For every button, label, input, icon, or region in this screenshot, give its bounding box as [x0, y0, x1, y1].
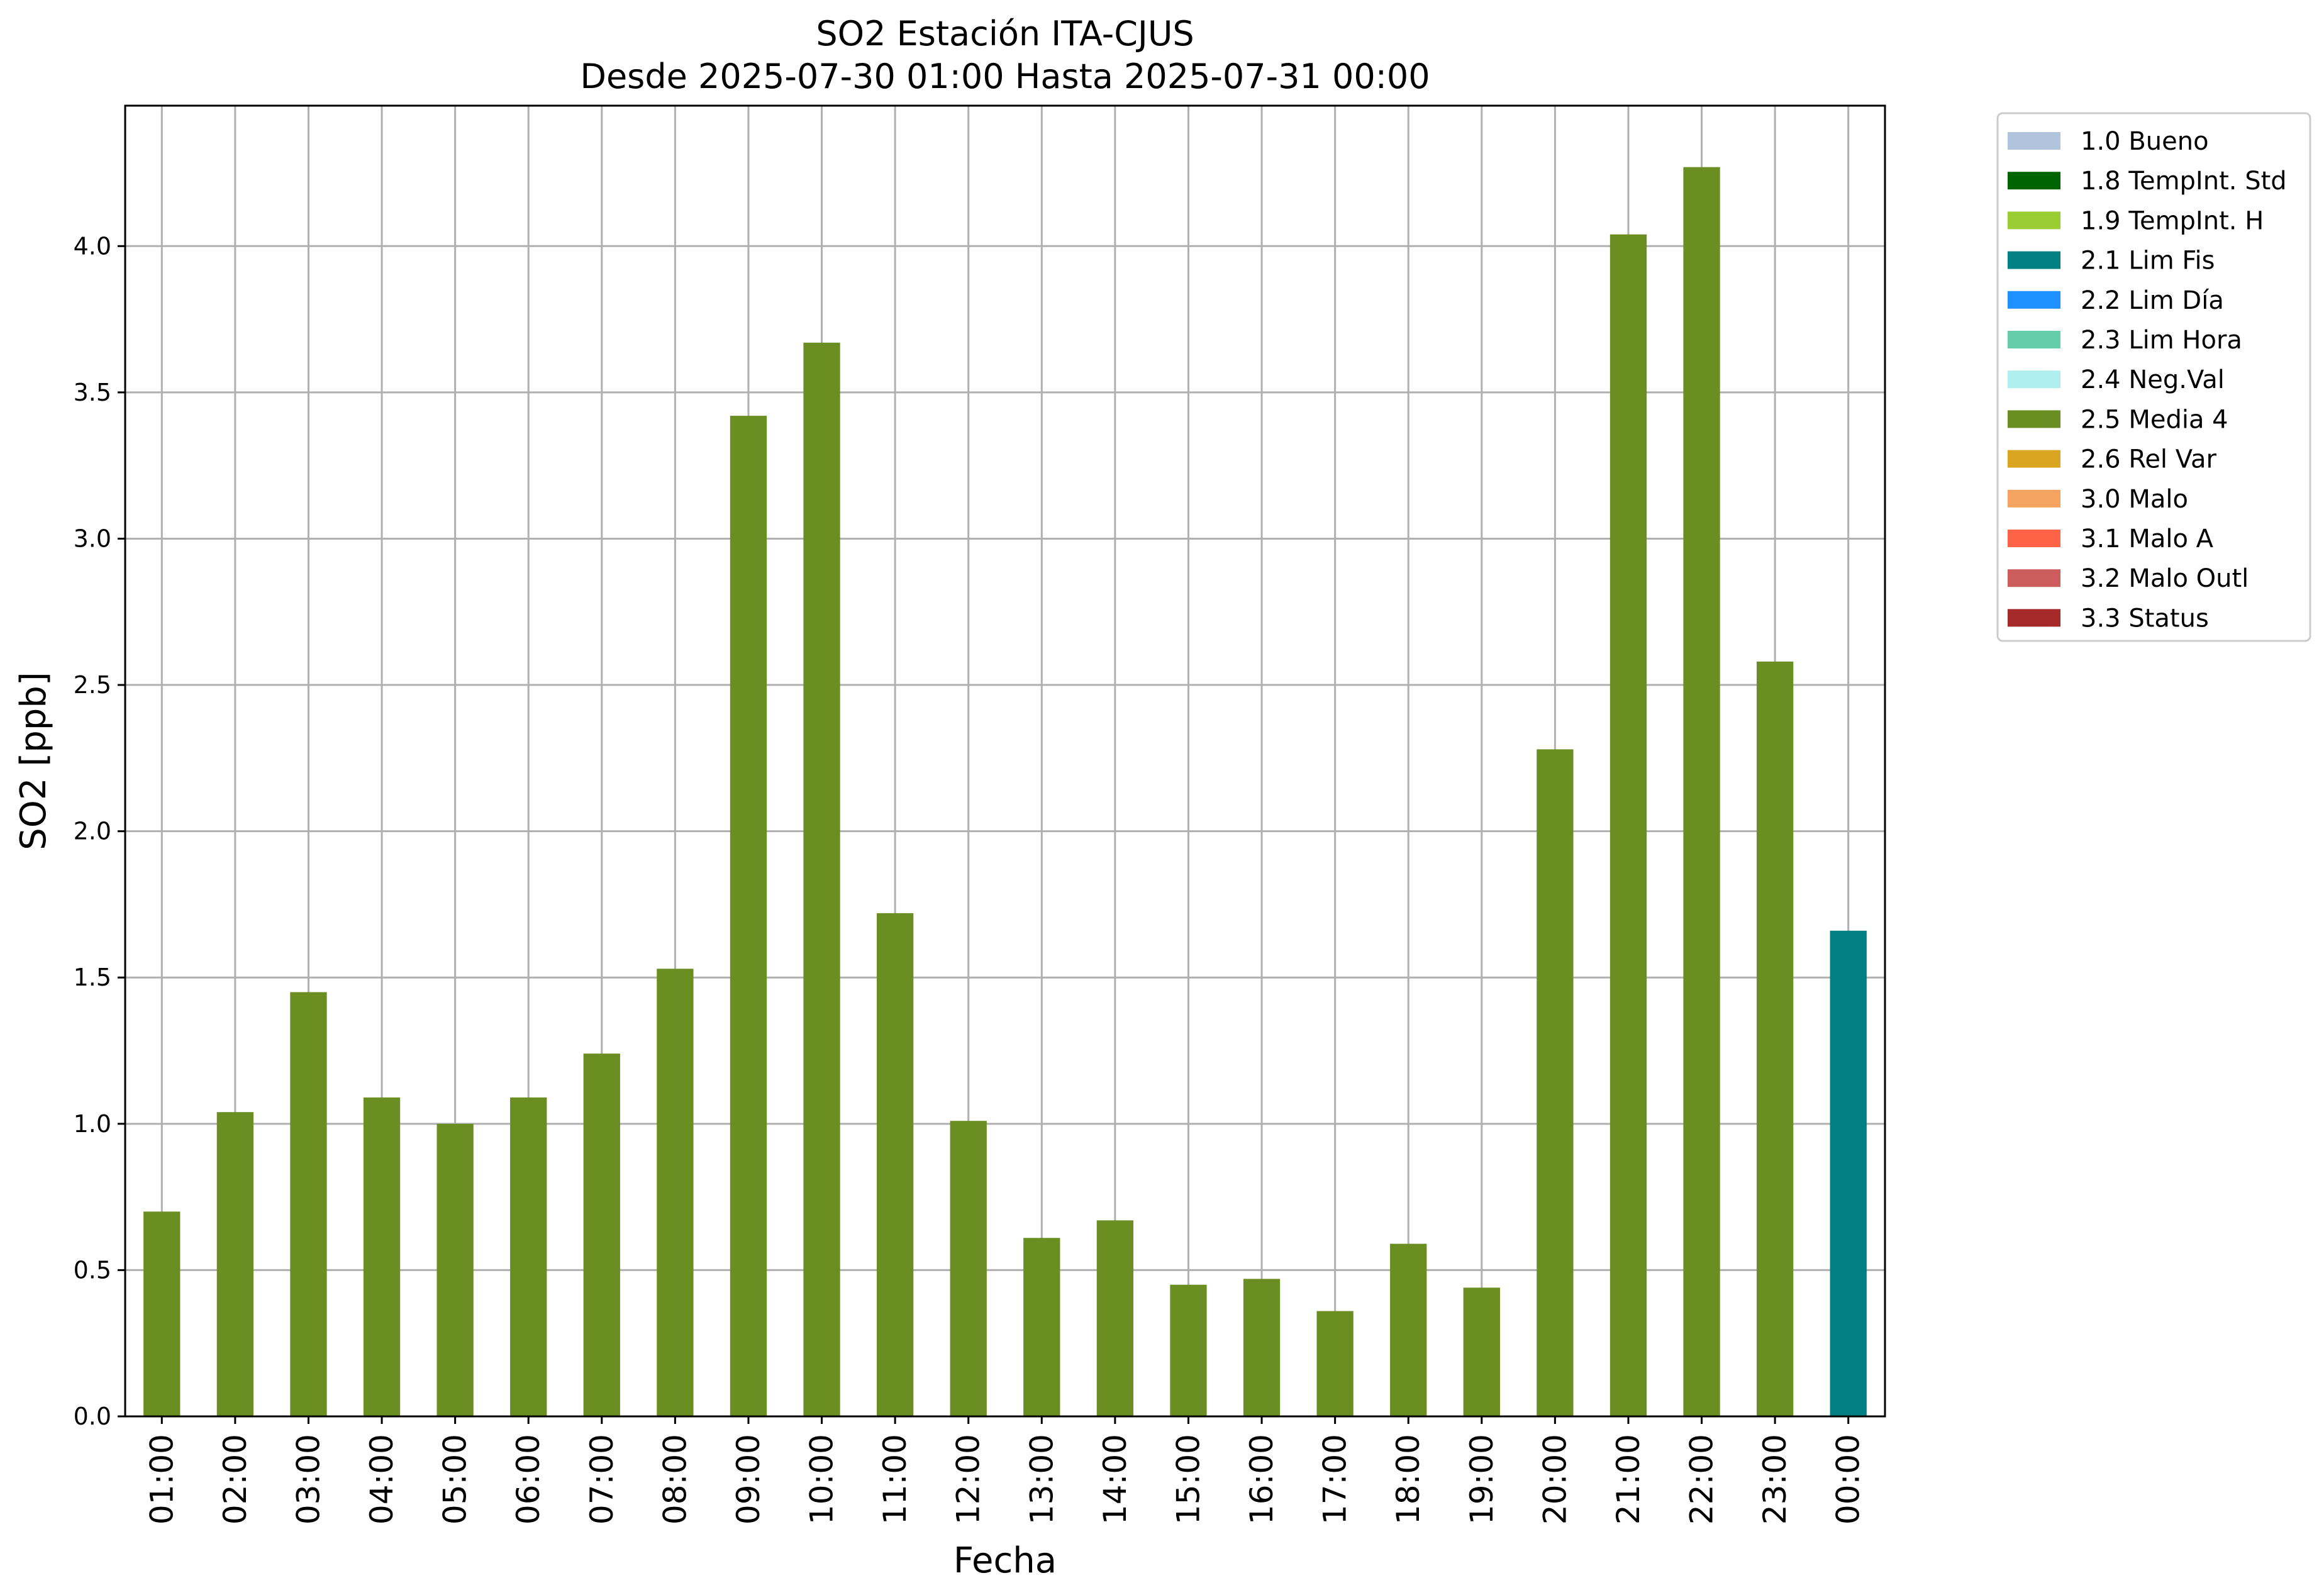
- bar-0100: [143, 1211, 181, 1416]
- bar-0400: [363, 1097, 401, 1416]
- legend-label: 1.0 Bueno: [2081, 127, 2209, 156]
- x-tick-label: 00:00: [1830, 1434, 1867, 1525]
- x-tick-label: 01:00: [143, 1434, 180, 1525]
- legend-swatch: [2008, 410, 2060, 428]
- legend-swatch: [2008, 609, 2060, 627]
- y-tick-label: 2.0: [74, 818, 111, 845]
- legend-label: 2.2 Lim Día: [2081, 286, 2224, 315]
- y-tick-label: 0.0: [74, 1403, 111, 1430]
- legend-label: 3.2 Malo Outl: [2081, 564, 2249, 593]
- x-tick-label: 07:00: [584, 1434, 620, 1525]
- bar-0900: [730, 416, 767, 1416]
- bar-1200: [950, 1121, 987, 1416]
- bars: [143, 167, 1867, 1416]
- legend-label: 2.3 Lim Hora: [2081, 326, 2242, 355]
- bar-1800: [1390, 1243, 1427, 1416]
- bar-0500: [436, 1123, 474, 1416]
- x-tick-label: 04:00: [364, 1434, 400, 1525]
- x-tick-label: 16:00: [1243, 1434, 1280, 1525]
- x-tick-label: 22:00: [1684, 1434, 1720, 1525]
- x-tick-label: 23:00: [1757, 1434, 1793, 1525]
- x-tick-label: 11:00: [877, 1434, 913, 1525]
- x-tick-label: 10:00: [804, 1434, 840, 1525]
- x-tick-label: 14:00: [1097, 1434, 1133, 1525]
- legend-swatch: [2008, 172, 2060, 190]
- legend-swatch: [2008, 450, 2060, 468]
- legend-swatch: [2008, 530, 2060, 547]
- legend-label: 1.8 TempInt. Std: [2081, 167, 2287, 196]
- x-tick-label: 13:00: [1023, 1434, 1060, 1525]
- bar-0300: [290, 992, 327, 1416]
- bar-2000: [1537, 749, 1574, 1416]
- y-tick-label: 2.5: [74, 671, 111, 699]
- legend-label: 2.5 Media 4: [2081, 405, 2228, 434]
- y-tick-label: 3.0: [74, 525, 111, 552]
- legend-label: 1.9 TempInt. H: [2081, 206, 2264, 235]
- x-tick-label: 09:00: [730, 1434, 767, 1525]
- legend-swatch: [2008, 489, 2060, 508]
- y-tick-label: 4.0: [74, 232, 111, 260]
- legend-label: 3.3 Status: [2081, 604, 2209, 633]
- x-tick-label: 03:00: [290, 1434, 326, 1525]
- y-tick-label: 0.5: [74, 1256, 111, 1284]
- legend-swatch: [2008, 211, 2060, 230]
- bar-2300: [1756, 661, 1794, 1416]
- bar-1400: [1096, 1220, 1134, 1416]
- bar-1000: [803, 342, 840, 1416]
- y-axis-label: SO2 [ppb]: [13, 672, 54, 850]
- legend-swatch: [2008, 370, 2060, 389]
- y-tick-label: 3.5: [74, 379, 111, 406]
- bar-0700: [583, 1053, 620, 1416]
- legend-label: 2.4 Neg.Val: [2081, 365, 2225, 394]
- legend-frame: [1996, 112, 2311, 642]
- bar-1100: [876, 913, 914, 1416]
- y-tick-label: 1.5: [74, 964, 111, 991]
- bar-1700: [1316, 1311, 1354, 1416]
- bar-0600: [510, 1097, 547, 1416]
- y-axis: 0.0 0.5 1.0 1.5 2.0 2.5 3.0 3.5 4.0: [74, 232, 125, 1430]
- bar-0800: [657, 969, 694, 1416]
- legend-swatch: [2008, 251, 2060, 269]
- legend-label: 3.0 Malo: [2081, 485, 2188, 514]
- x-tick-label: 12:00: [950, 1434, 987, 1525]
- legend-swatch: [2008, 331, 2060, 348]
- x-tick-label: 18:00: [1390, 1434, 1426, 1525]
- legend-label: 2.1 Lim Fis: [2081, 247, 2215, 275]
- legend-label: 2.6 Rel Var: [2081, 445, 2217, 474]
- chart-title: SO2 Estación ITA-CJUS: [816, 14, 1194, 53]
- legend-label: 3.1 Malo A: [2081, 525, 2214, 553]
- y-tick-label: 1.0: [74, 1110, 111, 1138]
- bar-0000: [1830, 930, 1867, 1416]
- legend-swatch: [2008, 291, 2060, 309]
- plot-frame: [124, 104, 1886, 1418]
- x-axis: 01:00 02:00 03:00 04:00 05:00 06:00 07:00 08:00…: [143, 1416, 1867, 1525]
- legend: 1.0 Bueno 1.8 TempInt. Std 1.9 TempInt. H 2…: [1996, 112, 2311, 642]
- legend-swatch: [2008, 132, 2060, 150]
- x-tick-label: 05:00: [437, 1434, 474, 1525]
- bar-2200: [1683, 167, 1720, 1416]
- x-tick-label: 19:00: [1464, 1434, 1500, 1525]
- x-axis-label: Fecha: [954, 1540, 1057, 1581]
- x-tick-label: 02:00: [217, 1434, 253, 1525]
- bar-1900: [1463, 1287, 1500, 1416]
- bar-1500: [1170, 1284, 1207, 1416]
- x-tick-label: 21:00: [1610, 1434, 1647, 1525]
- x-tick-label: 20:00: [1537, 1434, 1573, 1525]
- bar-1600: [1243, 1279, 1281, 1416]
- x-tick-label: 08:00: [657, 1434, 693, 1525]
- x-tick-label: 06:00: [510, 1434, 547, 1525]
- bar-2100: [1610, 234, 1647, 1416]
- chart-subtitle: Desde 2025-07-30 01:00 Hasta 2025-07-31 …: [580, 57, 1430, 96]
- x-tick-label: 17:00: [1317, 1434, 1354, 1525]
- legend-swatch: [2008, 569, 2060, 587]
- x-tick-label: 15:00: [1170, 1434, 1206, 1525]
- bar-1300: [1023, 1238, 1060, 1416]
- bar-0200: [216, 1112, 254, 1416]
